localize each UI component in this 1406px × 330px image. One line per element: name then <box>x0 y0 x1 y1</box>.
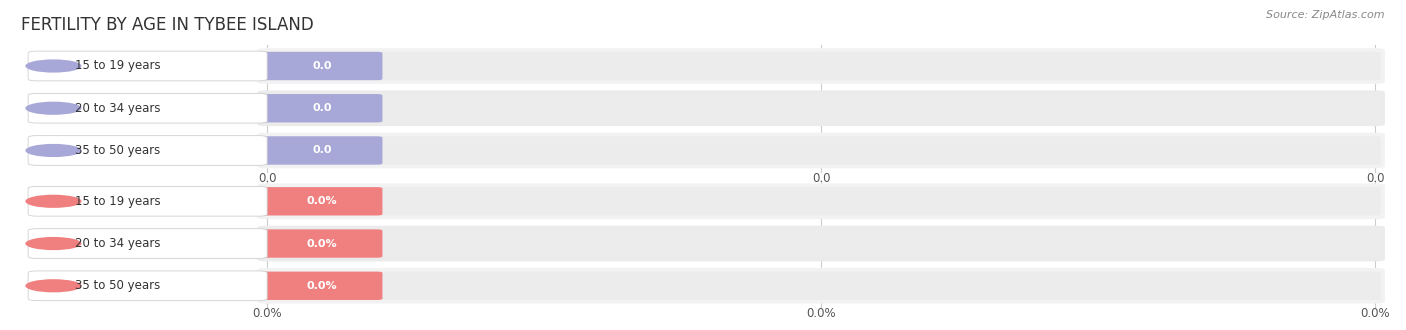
FancyBboxPatch shape <box>28 136 267 165</box>
FancyBboxPatch shape <box>257 268 1385 304</box>
Text: 15 to 19 years: 15 to 19 years <box>75 59 160 73</box>
FancyBboxPatch shape <box>28 93 267 123</box>
FancyBboxPatch shape <box>262 52 1381 80</box>
FancyBboxPatch shape <box>262 229 382 258</box>
FancyBboxPatch shape <box>28 271 267 301</box>
FancyBboxPatch shape <box>262 272 382 300</box>
Text: Source: ZipAtlas.com: Source: ZipAtlas.com <box>1267 10 1385 20</box>
FancyBboxPatch shape <box>28 51 267 81</box>
FancyBboxPatch shape <box>262 272 1381 300</box>
FancyBboxPatch shape <box>262 229 1381 258</box>
FancyBboxPatch shape <box>262 136 1381 165</box>
Text: 0.0%: 0.0% <box>307 196 337 206</box>
FancyBboxPatch shape <box>262 136 382 165</box>
FancyBboxPatch shape <box>257 183 1385 219</box>
FancyBboxPatch shape <box>262 187 382 215</box>
FancyBboxPatch shape <box>28 186 267 216</box>
Text: 35 to 50 years: 35 to 50 years <box>75 279 160 292</box>
Text: 0.0%: 0.0% <box>252 307 283 320</box>
FancyBboxPatch shape <box>28 229 267 258</box>
Text: 0.0%: 0.0% <box>307 281 337 291</box>
Text: 0.0: 0.0 <box>1365 172 1385 184</box>
FancyBboxPatch shape <box>262 187 1381 215</box>
FancyBboxPatch shape <box>257 226 1385 261</box>
Text: 0.0%: 0.0% <box>307 239 337 248</box>
Text: 0.0%: 0.0% <box>806 307 837 320</box>
Text: FERTILITY BY AGE IN TYBEE ISLAND: FERTILITY BY AGE IN TYBEE ISLAND <box>21 16 314 35</box>
Text: 0.0%: 0.0% <box>1360 307 1391 320</box>
Circle shape <box>25 237 82 250</box>
Circle shape <box>25 195 82 208</box>
FancyBboxPatch shape <box>257 133 1385 168</box>
FancyBboxPatch shape <box>262 94 1381 122</box>
Circle shape <box>25 102 82 115</box>
Text: 0.0: 0.0 <box>312 103 332 113</box>
Text: 0.0: 0.0 <box>257 172 277 184</box>
Circle shape <box>25 144 82 157</box>
Text: 35 to 50 years: 35 to 50 years <box>75 144 160 157</box>
Text: 15 to 19 years: 15 to 19 years <box>75 195 160 208</box>
Text: 20 to 34 years: 20 to 34 years <box>75 237 160 250</box>
Circle shape <box>25 59 82 73</box>
Circle shape <box>25 279 82 292</box>
FancyBboxPatch shape <box>262 52 382 80</box>
Text: 0.0: 0.0 <box>312 146 332 155</box>
Text: 0.0: 0.0 <box>811 172 831 184</box>
FancyBboxPatch shape <box>262 94 382 122</box>
FancyBboxPatch shape <box>257 90 1385 126</box>
Text: 0.0: 0.0 <box>312 61 332 71</box>
Text: 20 to 34 years: 20 to 34 years <box>75 102 160 115</box>
FancyBboxPatch shape <box>257 48 1385 84</box>
